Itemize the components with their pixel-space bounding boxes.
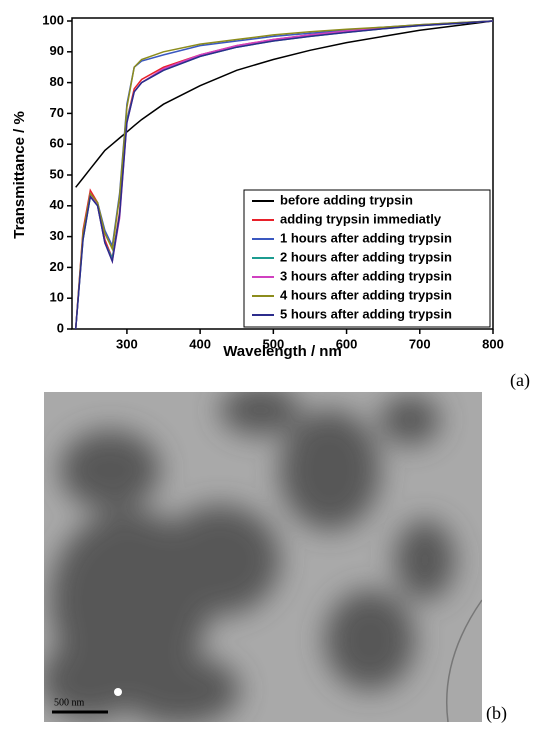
- y-tick-label: 20: [50, 259, 64, 274]
- y-tick-label: 100: [42, 12, 64, 27]
- y-tick-label: 70: [50, 105, 64, 120]
- legend-box: [243, 189, 491, 328]
- x-axis-label: Wavelength / nm: [223, 343, 342, 360]
- legend-label: 3 hours after adding trypsin: [280, 268, 452, 283]
- panel-label: (b): [486, 703, 507, 724]
- legend-label: 2 hours after adding trypsin: [280, 249, 452, 264]
- series-line: [74, 20, 494, 330]
- x-tick-label: 700: [409, 336, 431, 351]
- y-tick-label: 80: [50, 74, 64, 89]
- legend-label: 4 hours after adding trypsin: [280, 287, 452, 302]
- series-line: [75, 20, 494, 188]
- x-tick-label: 600: [336, 336, 358, 351]
- plot-frame: [71, 17, 494, 330]
- legend-label: before adding trypsin: [280, 192, 413, 207]
- legend-label: 1 hours after adding trypsin: [280, 230, 452, 245]
- y-tick-label: 90: [50, 43, 64, 58]
- tem-image: 500 nm: [44, 392, 482, 722]
- series-line: [74, 20, 494, 330]
- legend-label: 5 hours after adding trypsin: [280, 306, 452, 321]
- x-tick-label: 300: [116, 336, 138, 351]
- y-tick-label: 10: [50, 290, 64, 305]
- y-axis-label: Transmittance / %: [11, 111, 28, 239]
- x-tick-label: 800: [482, 336, 504, 351]
- x-tick-label: 500: [262, 336, 284, 351]
- x-tick-label: 400: [189, 336, 211, 351]
- scale-bar-label: 500 nm: [54, 697, 85, 708]
- y-tick-label: 0: [57, 320, 64, 335]
- legend-label: adding trypsin immediatly: [280, 211, 442, 226]
- y-tick-label: 60: [50, 136, 64, 151]
- y-tick-label: 30: [50, 228, 64, 243]
- panel-label: (a): [510, 370, 530, 391]
- y-tick-label: 50: [50, 166, 64, 181]
- y-tick-label: 40: [50, 197, 64, 212]
- chart: 0 10 20 30 40 50 60 70 80 90 100 300 400 500 600 700 800…: [11, 12, 504, 360]
